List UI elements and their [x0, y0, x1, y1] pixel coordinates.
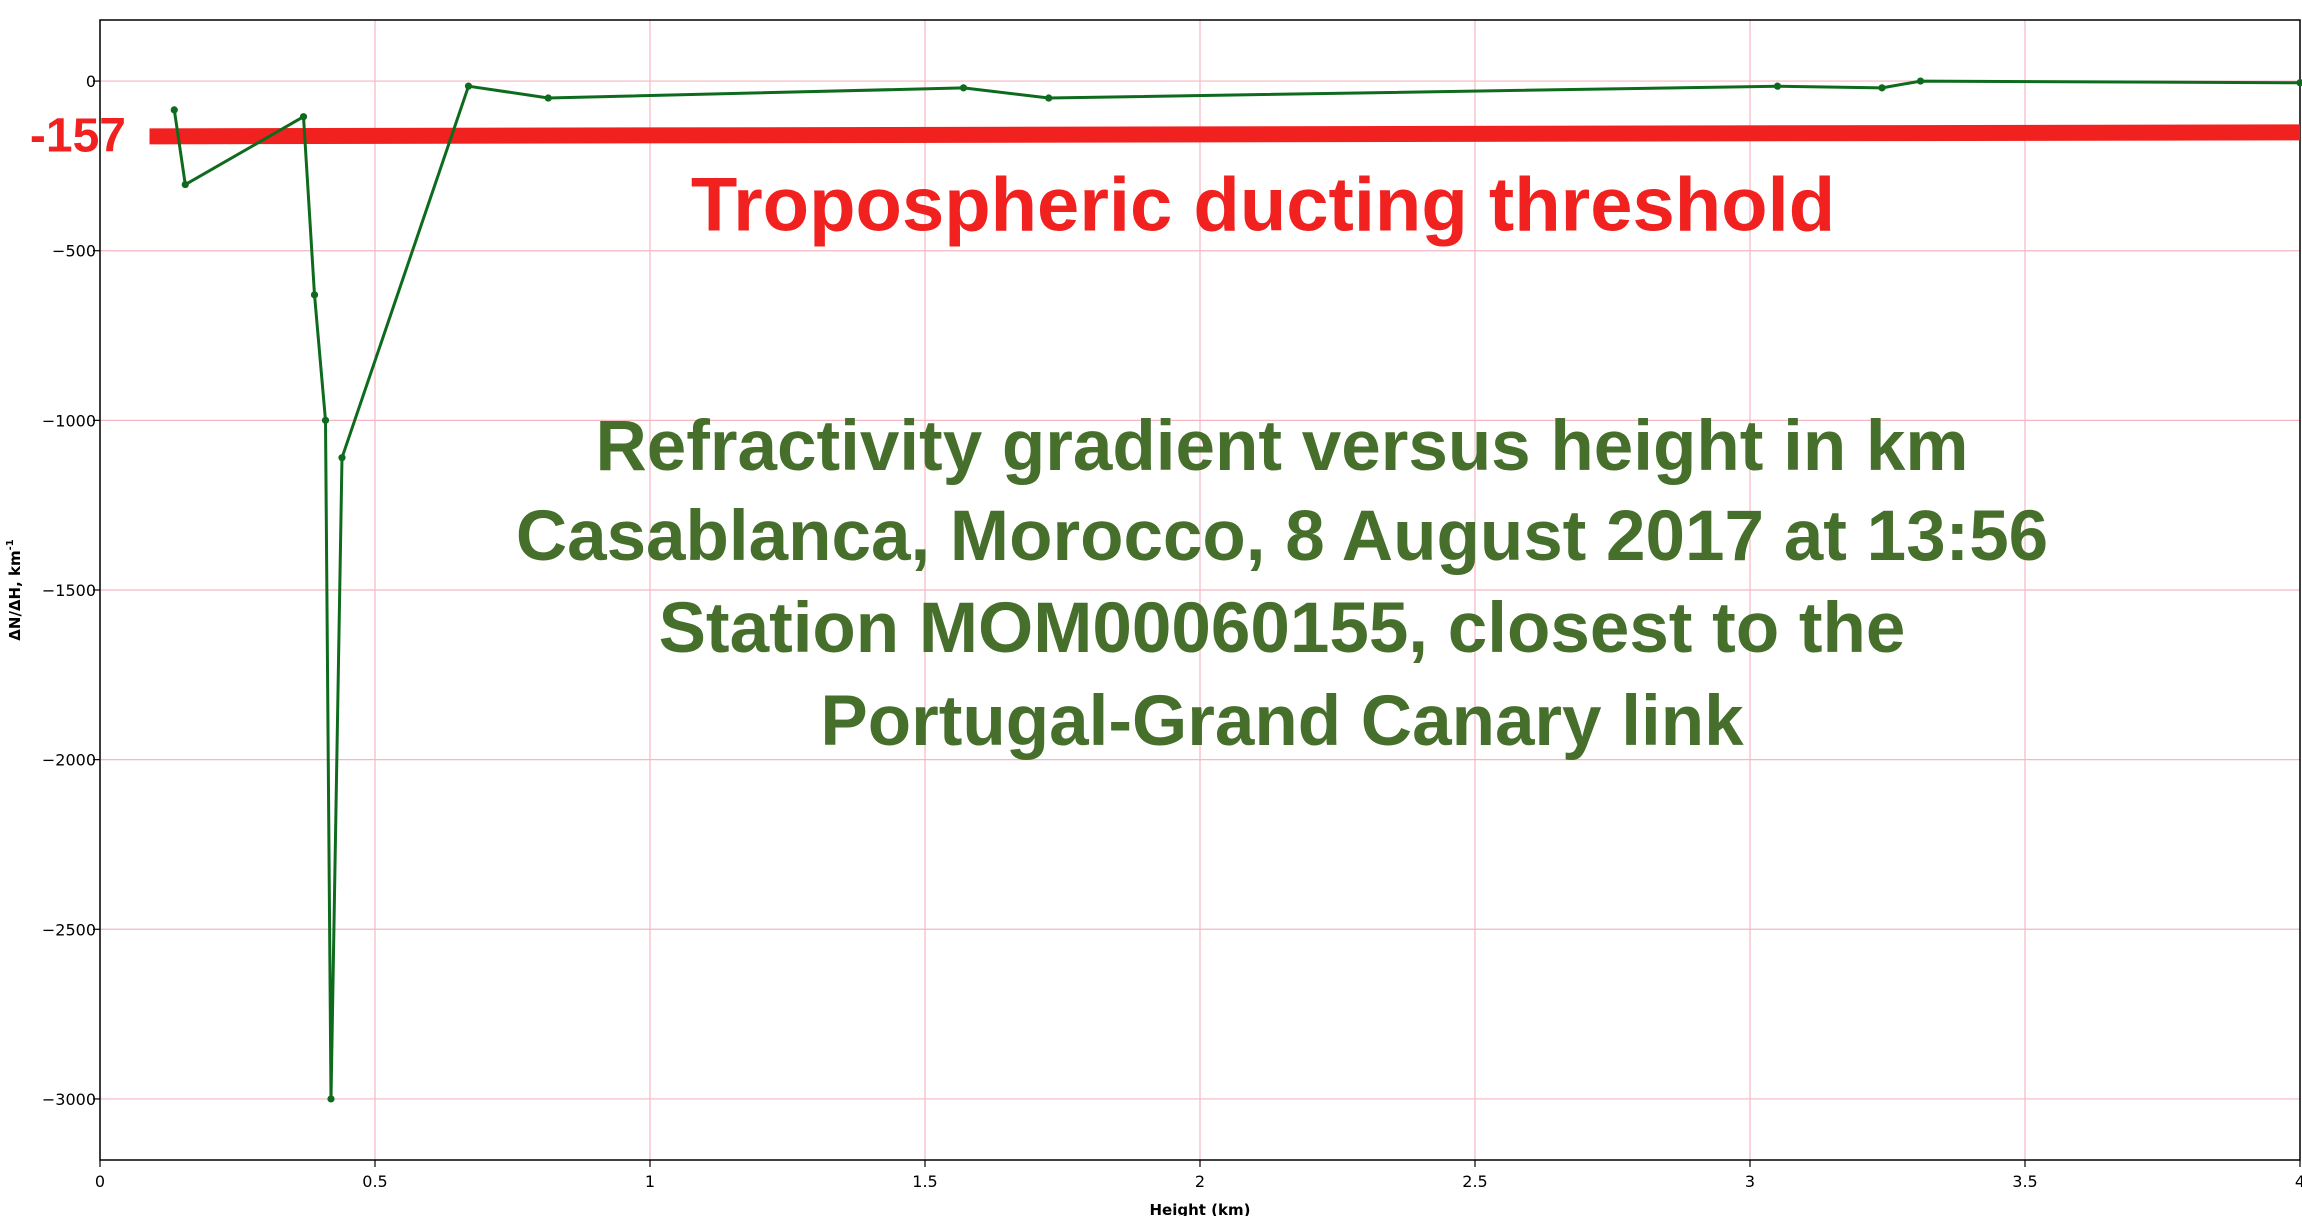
- y-axis-title-main: ΔN/ΔH, km: [6, 550, 24, 640]
- y-tick-label-1: −500: [52, 242, 96, 261]
- data-point-0: [170, 106, 178, 114]
- series-refractivity-gradient: [170, 77, 2302, 1103]
- data-point-8: [544, 94, 552, 102]
- threshold-value-label: -157: [30, 109, 126, 162]
- data-point-12: [1878, 84, 1886, 92]
- y-tick-label-5: −2500: [42, 920, 96, 939]
- y-tick-label-3: −1500: [42, 581, 96, 600]
- data-point-10: [1045, 94, 1053, 102]
- x-axis-ticks: 0 0.5 1 1.5 2 2.5 3 3.5 4: [95, 1160, 2302, 1191]
- x-axis-title: Height (km): [1150, 1201, 1251, 1216]
- annotation-line-1: Refractivity gradient versus height in k…: [595, 407, 1968, 486]
- data-point-9: [959, 84, 968, 92]
- data-point-1: [181, 180, 189, 189]
- y-axis-title-superscript: -1: [5, 539, 16, 550]
- data-point-4: [321, 416, 330, 424]
- y-tick-label-0: 0: [86, 72, 96, 91]
- threshold-caption: Tropospheric ducting threshold: [691, 162, 1835, 247]
- x-tick-label-7: 3.5: [2012, 1172, 2037, 1191]
- y-tick-label-4: −2000: [42, 751, 96, 770]
- threshold-line: [149, 124, 2301, 145]
- data-point-7: [464, 82, 473, 90]
- chart-annotation: Refractivity gradient versus height in k…: [516, 407, 2048, 761]
- y-tick-label-2: −1000: [42, 411, 96, 430]
- threshold-group: -157 Tropospheric ducting threshold: [30, 109, 2301, 247]
- data-point-5: [327, 1095, 335, 1103]
- x-tick-label-8: 4: [2295, 1172, 2302, 1191]
- x-tick-label-3: 1.5: [912, 1172, 937, 1191]
- x-tick-label-6: 3: [1745, 1172, 1755, 1191]
- annotation-line-4: Portugal-Grand Canary link: [820, 682, 1744, 761]
- x-tick-label-4: 2: [1195, 1172, 1205, 1191]
- y-tick-label-6: −3000: [42, 1090, 96, 1109]
- data-point-2: [299, 113, 308, 121]
- annotation-line-3: Station MOM00060155, closest to the: [659, 589, 1906, 668]
- data-point-3: [310, 291, 319, 299]
- y-axis-ticks: 0 −500 −1000 −1500 −2000 −2500 −3000: [42, 72, 100, 1109]
- x-tick-label-1: 0.5: [362, 1172, 387, 1191]
- data-point-6: [338, 454, 346, 462]
- x-tick-label-5: 2.5: [1462, 1172, 1487, 1191]
- data-point-14: [2296, 79, 2302, 87]
- data-point-11: [1773, 82, 1782, 90]
- x-tick-label-2: 1: [645, 1172, 655, 1191]
- annotation-line-2: Casablanca, Morocco, 8 August 2017 at 13…: [516, 497, 2048, 576]
- y-axis-title: ΔN/ΔH, km-1: [5, 539, 24, 640]
- data-point-13: [1916, 77, 1925, 85]
- x-tick-label-0: 0: [95, 1172, 105, 1191]
